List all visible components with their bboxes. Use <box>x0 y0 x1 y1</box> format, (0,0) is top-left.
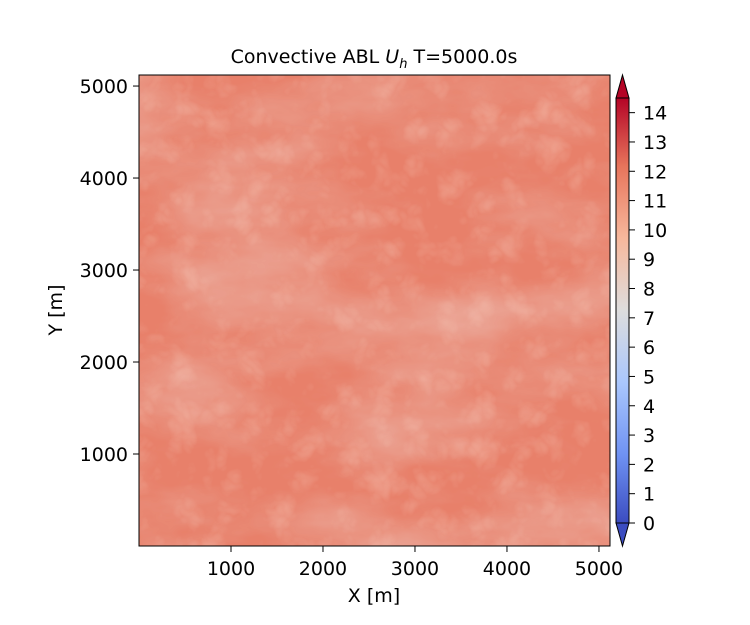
colorbar-tick-label: 12 <box>643 161 667 183</box>
colorbar-tick-label: 0 <box>643 513 655 535</box>
y-tick-label: 4000 <box>80 168 128 190</box>
y-tick-label: 2000 <box>80 352 128 374</box>
colorbar-tick-label: 2 <box>643 454 655 476</box>
colorbar-tick-label: 6 <box>643 337 655 359</box>
colorbar-extend-top <box>615 73 630 99</box>
x-tick-label: 3000 <box>391 558 439 580</box>
colorbar-extend-bottom <box>615 522 630 548</box>
colorbar-tick-label: 14 <box>643 103 667 125</box>
colorbar-tick-label: 3 <box>643 425 655 447</box>
plot-frame <box>138 74 611 547</box>
colorbar-tick-label: 7 <box>643 308 655 330</box>
heatmap-field <box>139 75 610 546</box>
y-axis-ticks: 1000 2000 3000 4000 5000 <box>80 76 139 466</box>
heatmap-noise-fine <box>139 75 610 546</box>
colorbar-tick-label: 8 <box>643 279 655 301</box>
colorbar-tick-label: 11 <box>643 191 667 213</box>
x-tick-label: 2000 <box>299 558 347 580</box>
colorbar-bar <box>615 97 630 524</box>
y-axis-label: Y [m] <box>45 285 67 337</box>
colorbar-tick-label: 13 <box>643 132 667 154</box>
colorbar-tick-label: 5 <box>643 366 655 388</box>
x-tick-label: 4000 <box>483 558 531 580</box>
x-tick-label: 1000 <box>207 558 255 580</box>
x-axis-ticks: 1000 2000 3000 4000 5000 <box>207 546 623 580</box>
y-tick-label: 5000 <box>80 76 128 98</box>
colorbar-tick-label: 4 <box>643 396 655 418</box>
x-axis-label: X [m] <box>348 585 400 607</box>
colorbar-tick-label: 1 <box>643 484 655 506</box>
x-tick-label: 5000 <box>575 558 623 580</box>
colorbar-tick-label: 10 <box>643 220 667 242</box>
y-tick-label: 1000 <box>80 444 128 466</box>
y-tick-label: 3000 <box>80 260 128 282</box>
colorbar-tick-label: 9 <box>643 249 655 271</box>
chart-title: Convective ABL Uh T=5000.0s <box>231 46 518 72</box>
